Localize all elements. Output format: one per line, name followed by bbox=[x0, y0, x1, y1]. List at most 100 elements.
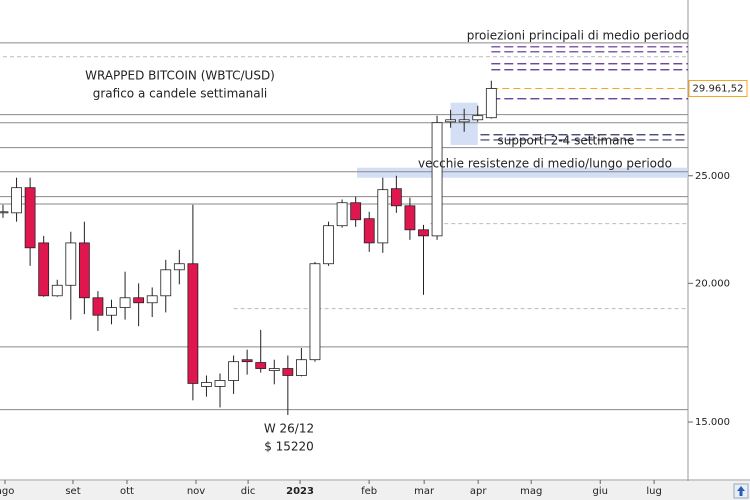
candle bbox=[268, 359, 280, 385]
x-tick-label: ago bbox=[0, 486, 14, 497]
candle bbox=[363, 211, 375, 252]
candle-body bbox=[418, 229, 429, 237]
chart-title: WRAPPED BITCOIN (WBTC/USD) bbox=[85, 69, 275, 83]
candle-body bbox=[268, 368, 280, 371]
candle-body bbox=[38, 242, 50, 297]
time-axis-area bbox=[0, 481, 750, 500]
x-tick-label: nov bbox=[187, 486, 205, 497]
candle-body bbox=[78, 242, 90, 299]
candle-body bbox=[323, 225, 334, 265]
levels bbox=[0, 42, 693, 484]
candle bbox=[485, 80, 497, 119]
scroll-button-icon[interactable] bbox=[737, 486, 745, 496]
candle-body bbox=[24, 187, 36, 249]
candle bbox=[377, 177, 389, 253]
projection-label: proiezioni principali di medio periodo bbox=[467, 29, 689, 43]
last-price-box bbox=[688, 80, 748, 98]
candle bbox=[445, 109, 457, 128]
candle bbox=[65, 231, 77, 320]
candle bbox=[78, 221, 90, 315]
candle bbox=[51, 279, 63, 297]
candle bbox=[323, 221, 334, 266]
candle-body bbox=[160, 269, 172, 297]
candle-body bbox=[255, 362, 267, 369]
candle-body bbox=[0, 211, 9, 214]
resistance-label: vecchie resistenze di medio/lungo period… bbox=[418, 157, 672, 171]
candle bbox=[92, 291, 104, 331]
y-tick-label: 15.000 bbox=[695, 417, 730, 428]
candle bbox=[336, 199, 348, 228]
candle-body bbox=[445, 119, 457, 123]
support-label: supporti 2-4 settimane bbox=[497, 134, 634, 148]
candle-body bbox=[390, 188, 402, 207]
candle-body bbox=[336, 202, 348, 227]
candle-body bbox=[173, 263, 185, 271]
candle-body bbox=[309, 263, 321, 361]
candle-body bbox=[228, 361, 239, 381]
x-tick-label: dic bbox=[241, 486, 256, 497]
x-tick-label: 2023 bbox=[286, 486, 314, 497]
candle bbox=[106, 299, 117, 325]
candle bbox=[214, 373, 226, 408]
candle-body bbox=[363, 218, 375, 244]
candle-body bbox=[187, 263, 199, 384]
candle-body bbox=[241, 359, 253, 363]
candle-body bbox=[133, 297, 145, 304]
y-tick-label: 25.000 bbox=[695, 171, 730, 182]
candle bbox=[119, 271, 131, 320]
candles bbox=[0, 80, 497, 415]
candle-body bbox=[431, 122, 443, 237]
candle bbox=[404, 197, 416, 240]
candle bbox=[241, 349, 253, 375]
candle bbox=[38, 235, 50, 297]
labels: WRAPPED BITCOIN (WBTC/USD) grafico a can… bbox=[0, 29, 748, 497]
candle bbox=[255, 329, 267, 373]
candle-body bbox=[485, 88, 497, 119]
y-tick-label: 20.000 bbox=[695, 278, 730, 289]
candle-body bbox=[51, 284, 63, 297]
candle bbox=[146, 287, 158, 318]
candle bbox=[0, 204, 9, 218]
candle-body bbox=[296, 359, 307, 376]
candle bbox=[296, 347, 307, 377]
x-tick-label: mar bbox=[414, 486, 435, 497]
chart-subtitle: grafico a candele settimanali bbox=[93, 87, 268, 101]
scroll-button[interactable] bbox=[733, 483, 749, 499]
last-price-label: 29.961,52 bbox=[693, 84, 744, 95]
candle bbox=[187, 204, 199, 401]
candle-body bbox=[458, 119, 470, 123]
x-tick-label: ott bbox=[120, 486, 134, 497]
candle bbox=[282, 355, 294, 415]
candle-body bbox=[146, 295, 158, 304]
low-week-label: W 26/12 bbox=[264, 422, 314, 436]
candle-body bbox=[282, 368, 294, 376]
x-tick-label: giu bbox=[593, 486, 608, 497]
candle-body bbox=[106, 307, 117, 316]
candle-body bbox=[350, 202, 362, 221]
candle-body bbox=[214, 380, 226, 387]
x-tick-label: feb bbox=[361, 486, 377, 497]
candle-body bbox=[201, 382, 212, 387]
candle bbox=[24, 177, 36, 266]
candle bbox=[173, 249, 185, 285]
low-price-label: $ 15220 bbox=[264, 440, 314, 454]
candle-body bbox=[404, 205, 416, 231]
candle bbox=[350, 196, 362, 227]
candle bbox=[431, 115, 443, 240]
candle bbox=[160, 259, 172, 313]
candle-body bbox=[65, 242, 77, 286]
candle bbox=[201, 375, 212, 397]
candle bbox=[472, 105, 484, 122]
x-tick-label: mag bbox=[520, 486, 542, 497]
x-tick-label: set bbox=[65, 486, 80, 497]
x-tick-label: lug bbox=[646, 486, 661, 497]
candle bbox=[133, 283, 145, 327]
candle bbox=[418, 224, 429, 295]
candle bbox=[11, 177, 22, 222]
candle bbox=[309, 261, 321, 362]
candle-body bbox=[377, 189, 389, 244]
x-tick-label: apr bbox=[470, 486, 487, 497]
candle-body bbox=[119, 297, 131, 308]
